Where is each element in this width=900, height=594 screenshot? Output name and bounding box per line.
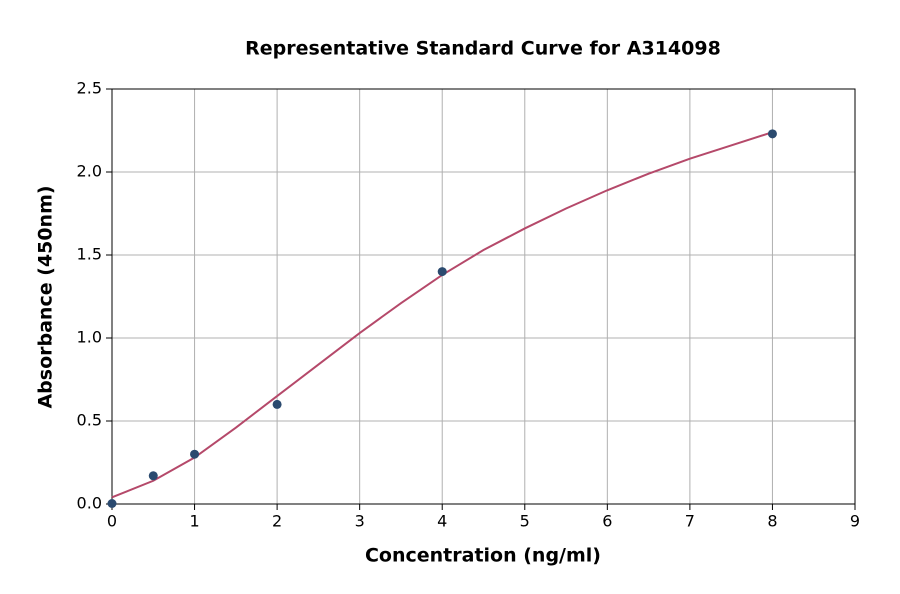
x-axis-label: Concentration (ng/ml) bbox=[365, 545, 601, 567]
x-tick-label: 1 bbox=[189, 512, 199, 531]
x-tick-label: 6 bbox=[602, 512, 612, 531]
data-point bbox=[767, 129, 777, 139]
data-point bbox=[437, 267, 447, 277]
x-tick-label: 2 bbox=[272, 512, 282, 531]
data-point bbox=[272, 399, 282, 409]
plot-frame bbox=[111, 88, 856, 505]
y-tick-label: 2.5 bbox=[77, 79, 102, 98]
chart-title: Representative Standard Curve for A31409… bbox=[245, 38, 721, 60]
y-tick-label: 1.5 bbox=[77, 245, 102, 264]
data-point bbox=[107, 499, 117, 509]
y-axis-label: Absorbance (450nm) bbox=[35, 185, 57, 408]
data-point bbox=[190, 449, 200, 459]
y-tick-label: 0.5 bbox=[77, 411, 102, 430]
x-tick-label: 5 bbox=[520, 512, 530, 531]
x-tick-label: 3 bbox=[355, 512, 365, 531]
x-tick-label: 9 bbox=[850, 512, 860, 531]
x-tick-label: 7 bbox=[685, 512, 695, 531]
x-tick-label: 0 bbox=[107, 512, 117, 531]
x-tick-label: 4 bbox=[437, 512, 447, 531]
y-tick-label: 0.0 bbox=[77, 494, 102, 513]
x-tick-label: 8 bbox=[767, 512, 777, 531]
data-point bbox=[148, 471, 158, 481]
y-tick-label: 2.0 bbox=[77, 162, 102, 181]
y-tick-label: 1.0 bbox=[77, 328, 102, 347]
